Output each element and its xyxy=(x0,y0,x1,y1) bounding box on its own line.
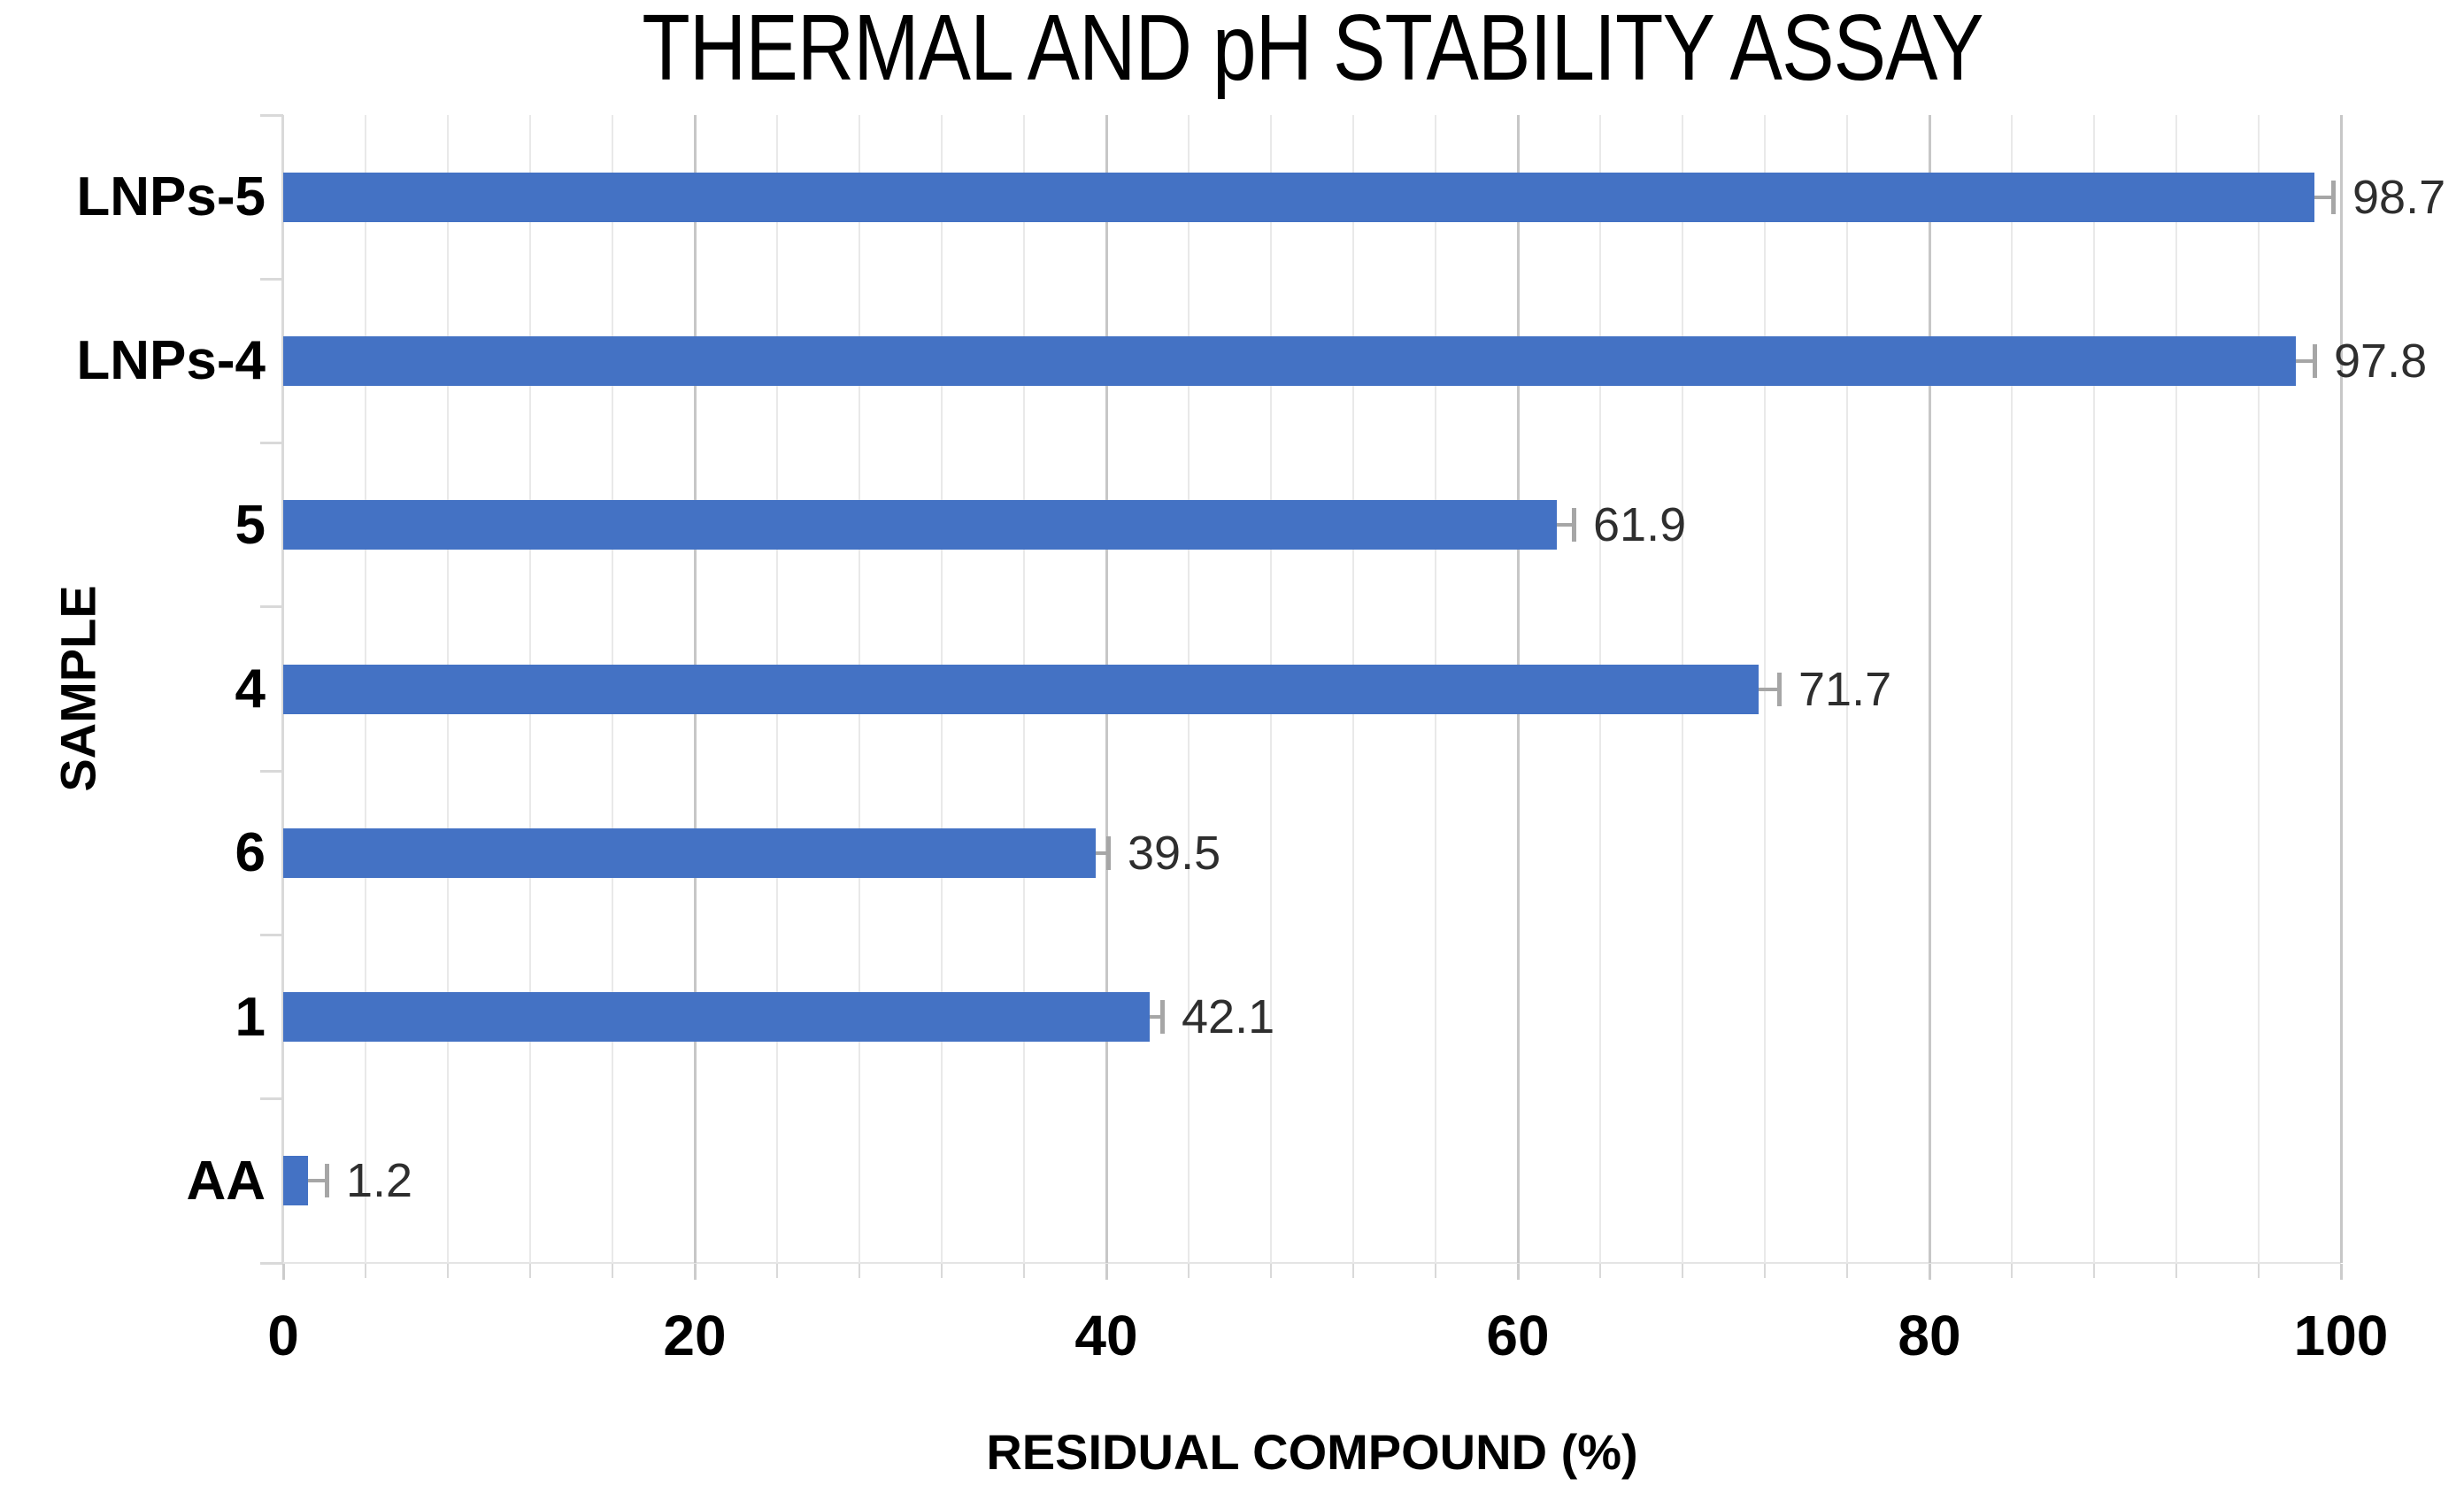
chart-title-text: THERMAL AND pH STABILITY ASSAY xyxy=(641,0,1983,100)
y-axis-tick xyxy=(260,933,283,936)
x-tick-label-40: 40 xyxy=(1074,1304,1138,1367)
x-axis-tick xyxy=(447,1264,449,1278)
x-tick-label-60: 60 xyxy=(1486,1304,1550,1367)
error-bar-line xyxy=(1759,687,1779,691)
error-bar-line xyxy=(2314,195,2333,199)
x-axis-tick xyxy=(1105,1264,1108,1280)
value-label: 71.7 xyxy=(1798,662,1892,716)
x-axis-line xyxy=(283,1262,2341,1264)
value-label: 1.2 xyxy=(346,1154,413,1208)
error-bar-cap xyxy=(325,1164,329,1198)
x-axis-tick xyxy=(1682,1264,1683,1278)
error-bar-cap xyxy=(1106,835,1111,870)
y-axis-line xyxy=(281,115,284,1265)
value-label: 42.1 xyxy=(1182,990,1275,1044)
x-tick-label-80: 80 xyxy=(1898,1304,1961,1367)
error-bar-cap xyxy=(2313,343,2317,378)
x-axis-tick xyxy=(1352,1264,1354,1278)
bar-5 xyxy=(283,500,1557,550)
gridline-minor xyxy=(2011,115,2013,1263)
bar-4 xyxy=(283,664,1759,714)
x-axis-tick xyxy=(2011,1264,2013,1278)
x-axis-tick xyxy=(2093,1264,2095,1278)
category-label-AA: AA xyxy=(186,1150,266,1212)
x-axis-tick xyxy=(1188,1264,1190,1278)
error-bar-line xyxy=(1096,851,1108,855)
category-label-LNPs-5: LNPs-5 xyxy=(76,166,266,228)
x-axis-tick xyxy=(1846,1264,1848,1278)
gridline-major xyxy=(1928,115,1931,1263)
x-axis-tick xyxy=(1517,1264,1520,1280)
error-bar-cap xyxy=(1160,1000,1165,1035)
value-label: 97.8 xyxy=(2334,334,2428,388)
bar-1 xyxy=(283,992,1150,1043)
x-axis-tick xyxy=(2340,1264,2343,1280)
x-axis-tick xyxy=(1599,1264,1601,1278)
y-axis-tick xyxy=(260,442,283,445)
error-bar-cap xyxy=(1777,672,1782,706)
category-label-5: 5 xyxy=(235,494,266,556)
x-axis-tick xyxy=(694,1264,697,1280)
bar-6 xyxy=(283,827,1096,878)
y-axis-title-text: SAMPLE xyxy=(50,585,106,792)
x-axis-tick xyxy=(1929,1264,1931,1280)
chart-title: THERMAL AND pH STABILITY ASSAY xyxy=(283,0,2341,97)
y-axis-tick xyxy=(260,1097,283,1101)
category-label-LNPs-4: LNPs-4 xyxy=(76,330,266,392)
x-axis-tick xyxy=(2175,1264,2177,1278)
x-axis-tick xyxy=(1270,1264,1272,1278)
gridline-minor xyxy=(1846,115,1848,1263)
x-axis-title: RESIDUAL COMPOUND (%) xyxy=(986,1424,1638,1480)
x-axis-tick xyxy=(282,1264,285,1280)
error-bar-cap xyxy=(2331,180,2336,214)
value-label: 98.7 xyxy=(2352,170,2446,224)
x-axis-tick xyxy=(941,1264,943,1278)
category-label-1: 1 xyxy=(235,986,266,1048)
error-bar-line xyxy=(1150,1015,1162,1020)
x-axis-tick xyxy=(2258,1264,2260,1278)
error-bar-line xyxy=(1557,523,1574,527)
gridline-minor xyxy=(2258,115,2260,1263)
bar-AA xyxy=(283,1156,308,1206)
value-label: 39.5 xyxy=(1128,826,1221,880)
x-axis-tick xyxy=(1764,1264,1766,1278)
error-bar-line xyxy=(308,1179,327,1183)
error-bar-cap xyxy=(1572,508,1576,543)
y-axis-tick xyxy=(260,277,283,281)
x-tick-label-0: 0 xyxy=(267,1304,299,1367)
x-axis-tick xyxy=(1023,1264,1025,1278)
y-axis-tick xyxy=(260,113,283,117)
x-axis-tick xyxy=(1435,1264,1436,1278)
bar-LNPs-5 xyxy=(283,172,2314,222)
y-axis-tick xyxy=(260,1261,283,1265)
y-axis-tick xyxy=(260,605,283,609)
error-bar-line xyxy=(2296,358,2314,363)
value-label: 61.9 xyxy=(1593,498,1687,552)
gridline-minor xyxy=(2093,115,2095,1263)
x-axis-tick xyxy=(365,1264,366,1278)
category-label-4: 4 xyxy=(235,658,266,720)
y-axis-tick xyxy=(260,769,283,773)
x-tick-label-20: 20 xyxy=(663,1304,727,1367)
bar-LNPs-4 xyxy=(283,335,2296,386)
x-axis-tick xyxy=(859,1264,860,1278)
x-tick-label-100: 100 xyxy=(2293,1304,2389,1367)
x-axis-tick xyxy=(529,1264,531,1278)
category-label-6: 6 xyxy=(235,822,266,884)
x-axis-tick xyxy=(612,1264,613,1278)
x-axis-tick xyxy=(776,1264,778,1278)
gridline-major xyxy=(2339,115,2343,1263)
gridline-minor xyxy=(2175,115,2177,1263)
